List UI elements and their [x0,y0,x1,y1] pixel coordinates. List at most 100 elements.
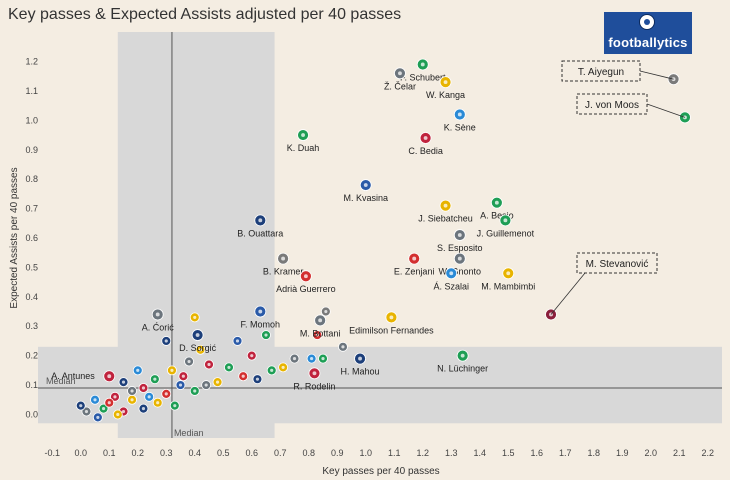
point-label: B. Kramer [263,267,304,277]
y-tick-label: 0.7 [25,204,38,214]
y-tick-label: 1.1 [25,86,38,96]
soccer-ball-icon [639,14,655,30]
x-tick-label: 2.0 [644,448,657,458]
y-tick-label: 0.8 [25,174,38,184]
data-point [308,367,321,380]
x-tick-label: 1.3 [445,448,458,458]
data-point [138,403,149,414]
data-point [252,374,263,385]
x-tick-label: 0.9 [331,448,344,458]
data-point [419,132,432,144]
y-tick-label: 0.5 [25,262,38,272]
point-label: F. Momoh [241,320,281,330]
data-point [499,214,512,227]
data-point [359,179,372,191]
x-tick-label: 2.1 [673,448,686,458]
data-point [278,362,289,373]
x-tick-label: -0.1 [44,448,60,458]
callout-line [646,103,686,118]
data-point [138,383,149,393]
data-point [354,352,366,365]
data-point [161,388,172,399]
y-tick-label: 0.1 [25,380,38,390]
data-point [266,365,277,376]
y-tick-label: 0.2 [25,351,38,361]
point-label: Ž. Čelar [384,81,416,91]
data-point [127,386,137,396]
data-point [152,397,163,408]
data-point [184,356,194,367]
x-tick-label: 1.7 [559,448,572,458]
data-point [453,108,466,121]
x-median-label: Median [174,428,204,438]
data-point [212,377,223,388]
y-tick-label: 1.2 [25,57,38,67]
point-label: W. Kanga [426,90,465,100]
data-point [277,252,290,265]
point-label: N. Lüchinger [437,364,488,374]
data-point [394,67,406,80]
x-tick-label: 0.1 [103,448,116,458]
data-point [75,400,86,411]
data-point [445,267,458,280]
data-point [127,394,137,405]
point-label: A. Besio [480,211,514,221]
data-point [169,400,180,411]
data-point [385,311,398,324]
x-tick-label: 0.0 [74,448,87,458]
data-point [297,129,309,141]
point-label: K. Sène [444,122,476,132]
x-tick-label: 0.2 [131,448,144,458]
data-point [151,308,164,321]
data-point [144,391,155,402]
data-point [320,306,331,317]
point-label: D. Sorgić [179,343,217,353]
data-point [104,397,115,408]
x-tick-label: 0.6 [245,448,258,458]
point-label: M. Bottani [300,328,341,338]
data-point [312,330,323,340]
data-point [416,58,429,71]
x-tick-label: 1.1 [388,448,401,458]
point-label: A. Ćorić [142,322,175,332]
x-tick-label: 0.5 [217,448,230,458]
point-label: Edimilson Fernandes [349,325,434,335]
data-point [189,386,200,396]
data-point [195,344,206,355]
data-point [408,252,421,265]
y-median-band [38,346,722,424]
data-point [224,362,234,373]
point-label: F. Schubert [400,72,446,82]
x-tick-label: 0.7 [274,448,287,458]
y-tick-label: 0.6 [25,233,38,243]
data-point [232,336,243,346]
data-point [254,305,267,318]
point-label: B. Ouattara [237,228,283,238]
point-label: J. Guillemenot [477,228,535,238]
data-point [92,412,103,423]
data-point [98,403,109,414]
data-point [103,370,116,383]
callout-box [576,252,658,274]
data-point [299,270,312,283]
x-tick-label: 2.2 [701,448,714,458]
data-point [439,76,452,89]
data-point [201,380,212,390]
y-tick-label: 0.9 [25,145,38,155]
data-point [667,73,680,86]
point-label: Adrià Guerrero [276,284,336,294]
data-point [439,199,452,212]
x-tick-label: 1.0 [359,448,372,458]
data-point [90,394,100,405]
data-point [178,371,189,382]
callout-line [550,272,586,315]
point-label: A. Antunes [51,371,95,381]
y-tick-label: 1.0 [25,115,38,125]
point-label: H. Mahou [341,367,380,377]
y-median-label: Median [46,376,76,386]
chart-title: Key passes & Expected Assists adjusted p… [8,6,402,23]
data-point [254,214,267,227]
point-label: C. Bedia [408,146,443,156]
point-label: M. Kvasina [343,193,388,203]
x-tick-label: 1.9 [616,448,629,458]
